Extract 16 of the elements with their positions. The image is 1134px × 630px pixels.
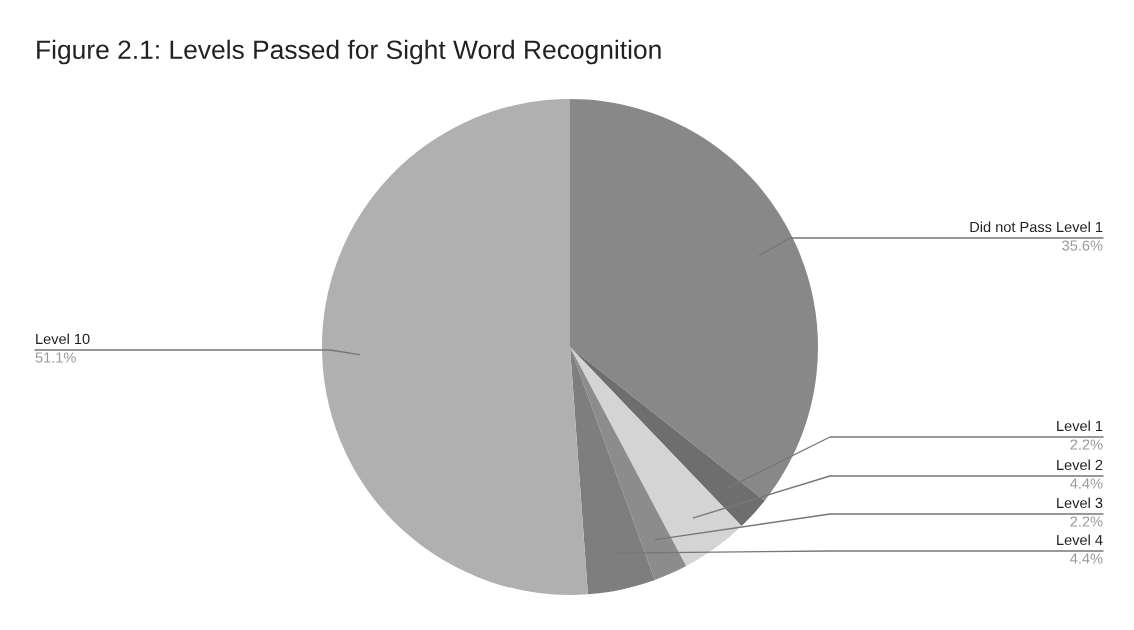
slice-label: Level 1 <box>1057 420 1103 432</box>
slice-label: Level 10 <box>36 333 90 345</box>
data-label: 2.2% <box>1070 516 1103 527</box>
data-label: 51.1% <box>35 352 76 363</box>
slice-label: Level 4 <box>1057 534 1103 546</box>
data-label: 35.6% <box>1062 240 1103 251</box>
pie-slice <box>322 99 588 595</box>
pie-slice <box>570 347 742 567</box>
slice-label: Level 3 <box>1057 497 1103 509</box>
pie-slice <box>570 347 687 581</box>
data-label: 2.2% <box>1070 439 1103 450</box>
data-label: 4.4% <box>1070 478 1103 489</box>
chart-title: Figure 2.1: Levels Passed for Sight Word Recognition <box>37 39 661 65</box>
slice-label: Did not Pass Level 1 <box>970 221 1103 233</box>
slice-label: Level 2 <box>1057 459 1103 471</box>
data-label: 4.4% <box>1070 553 1103 564</box>
